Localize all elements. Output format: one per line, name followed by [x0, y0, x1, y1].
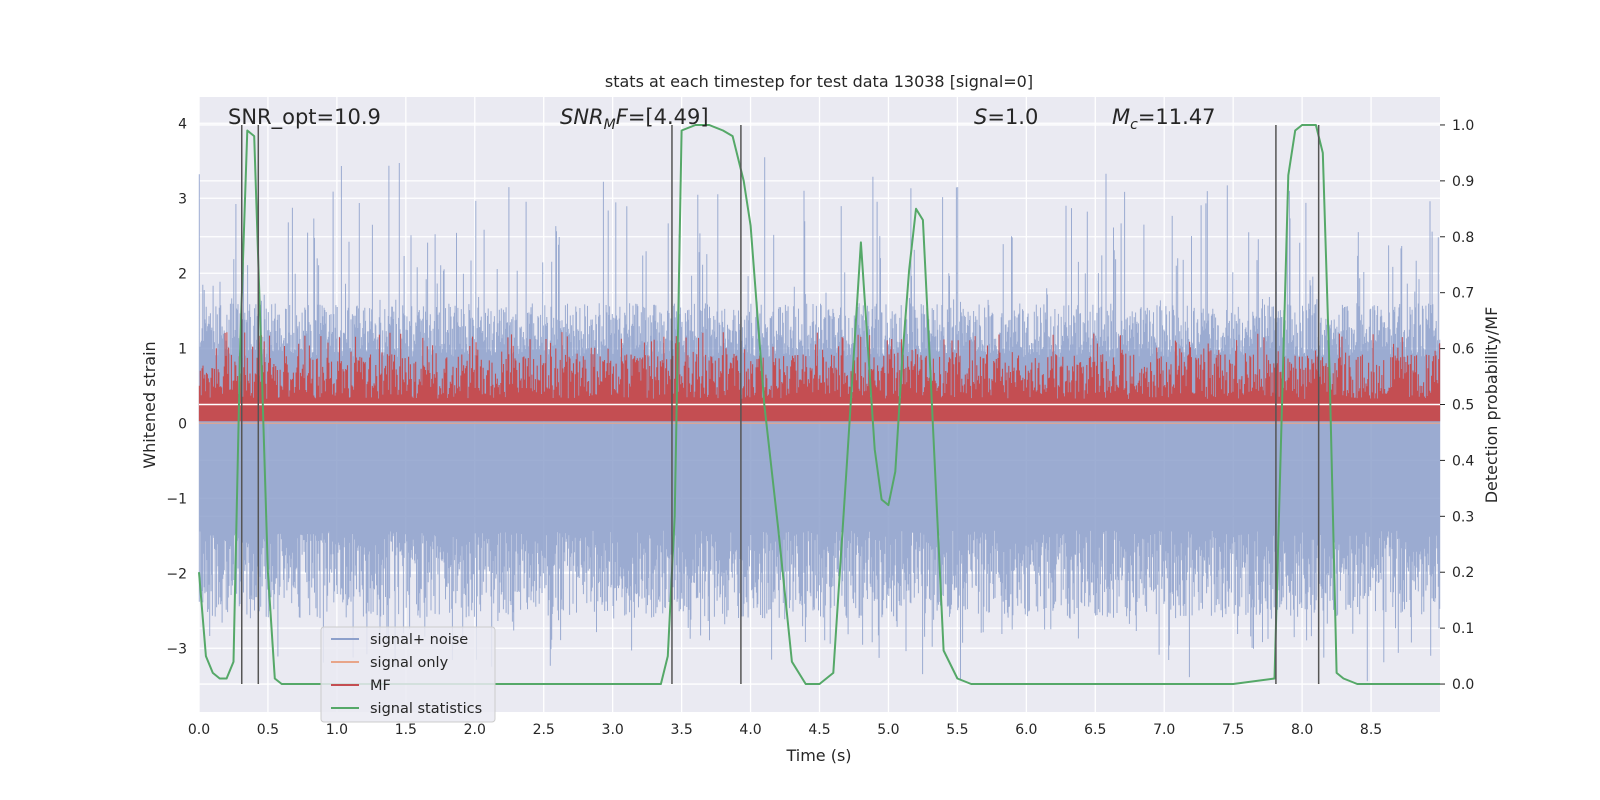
legend-label-signal-noise: signal+ noise: [370, 632, 468, 648]
x-tick-label: 4.5: [808, 722, 830, 738]
y2-axis-label: Detection probability/MF: [1482, 307, 1501, 504]
x-tick-label: 1.0: [326, 722, 348, 738]
x-tick-label: 8.0: [1291, 722, 1313, 738]
x-tick-label: 3.5: [670, 722, 692, 738]
x-tick-label: 3.0: [602, 722, 624, 738]
y2-tick-label: 0.6: [1452, 342, 1474, 358]
annotation-s: S=1.0: [974, 105, 1038, 129]
y-tick-label: 0: [178, 416, 187, 432]
y2-tick-label: 1.0: [1452, 118, 1474, 134]
y-axis-label: Whitened strain: [140, 341, 159, 468]
x-tick-label: 4.0: [739, 722, 761, 738]
y2-tick-label: 0.1: [1452, 621, 1474, 637]
y2-tick-label: 0.7: [1452, 286, 1474, 302]
x-tick-label: 6.5: [1084, 722, 1106, 738]
y-tick-label: −2: [166, 566, 187, 582]
x-tick-label: 5.0: [877, 722, 899, 738]
series-signal-statistics: [198, 124, 1440, 685]
legend-label-signal-only: signal only: [370, 655, 449, 671]
y-tick-label: 4: [178, 116, 187, 132]
y2-tick-label: 0.3: [1452, 509, 1474, 525]
x-tick-label: 2.0: [464, 722, 486, 738]
y2-tick-label: 0.8: [1452, 230, 1474, 246]
legend-box: [320, 626, 496, 723]
legend-label-signal-statistics: signal statistics: [370, 701, 482, 717]
y2-tick-label: 0.4: [1452, 453, 1474, 469]
x-tick-label: 5.5: [946, 722, 968, 738]
y2-tick-label: 0.2: [1452, 565, 1474, 581]
y-tick-label: −3: [166, 641, 187, 657]
x-axis-label: Time (s): [785, 746, 851, 765]
y-tick-label: 1: [178, 341, 187, 357]
y2-tick-label: 0.0: [1452, 677, 1474, 693]
y2-tick-label: 0.5: [1452, 398, 1474, 414]
y2-tick-label: 0.9: [1452, 174, 1474, 190]
x-tick-label: 8.5: [1360, 722, 1382, 738]
x-tick-label: 7.0: [1153, 722, 1175, 738]
vertical-markers: [240, 124, 1320, 685]
y-tick-label: 2: [178, 266, 187, 282]
x-tick-label: 1.5: [395, 722, 417, 738]
legend: signal+ noise signal only MF signal stat…: [320, 626, 496, 723]
annotation-snr-opt: SNR_opt=10.9: [228, 105, 381, 130]
x-tick-label: 2.5: [533, 722, 555, 738]
x-tick-label: 6.0: [1015, 722, 1037, 738]
annotation-snr-mf: SNRMF=[4.49]: [560, 105, 709, 133]
tick-labels: 0.0 0.5 1.0 1.5 2.0 2.5 3.0 3.5 4.0 4.5 5.0 5.5 6.0 6…: [166, 116, 1474, 738]
x-tick-label: 0.5: [257, 722, 279, 738]
y-tick-label: −1: [166, 491, 187, 507]
chart-title: stats at each timestep for test data 130…: [605, 72, 1033, 91]
annotation-mc: Mc=11.47: [1112, 105, 1216, 133]
series-layer: [198, 124, 1441, 685]
x-tick-label: 7.5: [1222, 722, 1244, 738]
x-tick-label: 0.0: [188, 722, 210, 738]
legend-label-mf: MF: [370, 678, 391, 694]
y-tick-label: 3: [178, 191, 187, 207]
